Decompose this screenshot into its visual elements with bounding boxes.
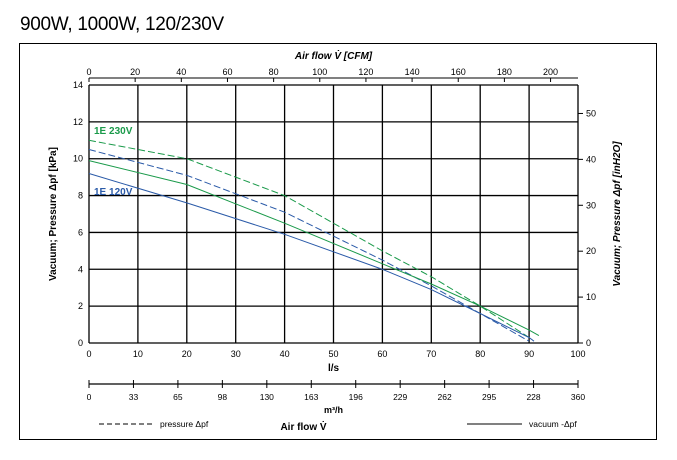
top-tick-label: 120 xyxy=(358,67,373,77)
annotation-label: 1E 120V xyxy=(94,187,133,198)
y-tick-label: 14 xyxy=(73,80,83,90)
y-tick-label: 2 xyxy=(78,301,83,311)
top-tick-label: 40 xyxy=(176,67,186,77)
x-tick-label: 0 xyxy=(86,349,91,359)
x-tick-label: 50 xyxy=(328,349,338,359)
legend-center-label: Air flow V̇ xyxy=(280,421,326,433)
right-tick-label: 50 xyxy=(586,108,596,118)
right-tick-label: 10 xyxy=(586,292,596,302)
vacuum-curve xyxy=(88,173,535,342)
x-tick-label: 100 xyxy=(570,349,585,359)
legend-pressure-label: pressure Δpf xyxy=(160,419,209,429)
right-tick-label: 20 xyxy=(586,246,596,256)
bottom-tick-label: 196 xyxy=(349,392,363,402)
bottom-axis-unit: m³/h xyxy=(324,405,343,415)
bottom-tick-label: 130 xyxy=(260,392,274,402)
y-tick-label: 0 xyxy=(78,338,83,348)
pressure-curve xyxy=(88,139,530,338)
bottom-tick-label: 163 xyxy=(304,392,318,402)
legend-vacuum-label: vacuum -Δpf xyxy=(529,419,577,429)
top-tick-label: 140 xyxy=(405,67,420,77)
page-title: 900W, 1000W, 120/230V xyxy=(20,14,224,35)
top-axis-label: Air flow V̇ [CFM] xyxy=(294,50,373,62)
x-axis-label: l/s xyxy=(328,363,340,374)
right-tick-label: 30 xyxy=(586,200,596,210)
bottom-tick-label: 360 xyxy=(571,392,585,402)
bottom-tick-label: 33 xyxy=(129,392,139,402)
fan-performance-chart: 0 10 20 30 40 50 60 70 80 90 100l/s02468101214Vacu… xyxy=(48,50,623,433)
vacuum-curve xyxy=(88,160,540,337)
x-tick-label: 70 xyxy=(426,349,436,359)
top-tick-label: 100 xyxy=(312,67,327,77)
bottom-tick-label: 98 xyxy=(218,392,228,402)
x-tick-label: 30 xyxy=(231,349,241,359)
top-tick-label: 160 xyxy=(451,67,466,77)
right-tick-label: 40 xyxy=(586,154,596,164)
chart-frame: 0 10 20 30 40 50 60 70 80 90 100 l/s 0 2 4 6 8 10 12 14 Vacu… xyxy=(19,43,657,440)
top-tick-label: 80 xyxy=(269,67,279,77)
x-tick-label: 20 xyxy=(182,349,192,359)
bottom-tick-label: 229 xyxy=(393,392,407,402)
right-tick-label: 0 xyxy=(586,338,591,348)
y-tick-label: 12 xyxy=(73,117,83,127)
x-tick-label: 40 xyxy=(280,349,290,359)
right-axis-label: Vacuum; Pressure Δpf [inH2O] xyxy=(612,141,623,287)
y-tick-label: 6 xyxy=(78,227,83,237)
y-axis-label: Vacuum; Pressure Δpf [kPa] xyxy=(48,147,59,281)
bottom-tick-label: 295 xyxy=(482,392,496,402)
x-tick-label: 90 xyxy=(524,349,534,359)
x-tick-label: 60 xyxy=(377,349,387,359)
top-tick-label: 60 xyxy=(222,67,232,77)
pressure-curve xyxy=(88,149,530,342)
y-tick-label: 8 xyxy=(78,191,83,201)
top-tick-label: 20 xyxy=(130,67,140,77)
bottom-tick-label: 65 xyxy=(173,392,183,402)
bottom-tick-label: 262 xyxy=(438,392,452,402)
x-tick-label: 80 xyxy=(475,349,485,359)
top-tick-label: 0 xyxy=(86,67,91,77)
annotation-label: 1E 230V xyxy=(94,126,133,137)
top-tick-label: 180 xyxy=(497,67,512,77)
y-tick-label: 4 xyxy=(78,264,83,274)
bottom-tick-label: 0 xyxy=(87,392,92,402)
x-tick-label: 10 xyxy=(133,349,143,359)
y-tick-label: 10 xyxy=(73,154,83,164)
top-tick-label: 200 xyxy=(543,67,558,77)
bottom-tick-label: 228 xyxy=(526,392,540,402)
